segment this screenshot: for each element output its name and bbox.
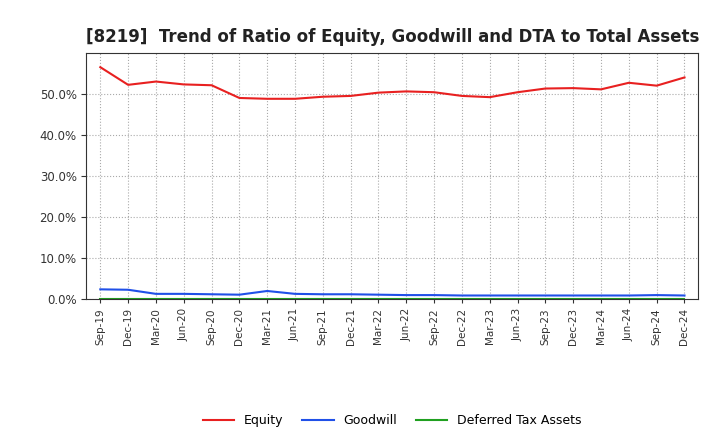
Deferred Tax Assets (485, 296, 494, 301)
Equity (96, 65, 104, 70)
Equity (541, 86, 550, 91)
Equity (513, 90, 522, 95)
Equity (624, 80, 633, 85)
Equity (207, 83, 216, 88)
Deferred Tax Assets (124, 296, 132, 301)
Legend: Equity, Goodwill, Deferred Tax Assets: Equity, Goodwill, Deferred Tax Assets (198, 409, 587, 432)
Deferred Tax Assets (346, 296, 355, 301)
Equity (263, 96, 271, 102)
Deferred Tax Assets (374, 296, 383, 301)
Deferred Tax Assets (96, 296, 104, 301)
Goodwill (96, 287, 104, 292)
Deferred Tax Assets (597, 296, 606, 301)
Deferred Tax Assets (541, 296, 550, 301)
Goodwill (179, 291, 188, 297)
Goodwill (458, 293, 467, 298)
Equity (179, 82, 188, 87)
Deferred Tax Assets (235, 296, 243, 301)
Equity (569, 85, 577, 91)
Deferred Tax Assets (513, 296, 522, 301)
Goodwill (402, 293, 410, 298)
Goodwill (485, 293, 494, 298)
Deferred Tax Assets (569, 296, 577, 301)
Equity (458, 93, 467, 99)
Deferred Tax Assets (458, 296, 467, 301)
Line: Equity: Equity (100, 67, 685, 99)
Deferred Tax Assets (263, 296, 271, 301)
Equity (485, 95, 494, 100)
Equity (597, 87, 606, 92)
Equity (680, 75, 689, 80)
Goodwill (680, 293, 689, 298)
Text: [8219]  Trend of Ratio of Equity, Goodwill and DTA to Total Assets: [8219] Trend of Ratio of Equity, Goodwil… (86, 28, 700, 46)
Goodwill (430, 293, 438, 298)
Deferred Tax Assets (402, 296, 410, 301)
Goodwill (569, 293, 577, 298)
Goodwill (346, 292, 355, 297)
Equity (374, 90, 383, 95)
Goodwill (541, 293, 550, 298)
Equity (124, 82, 132, 88)
Deferred Tax Assets (291, 296, 300, 301)
Goodwill (235, 292, 243, 297)
Deferred Tax Assets (430, 296, 438, 301)
Equity (430, 90, 438, 95)
Goodwill (597, 293, 606, 298)
Goodwill (152, 291, 161, 297)
Goodwill (318, 292, 327, 297)
Deferred Tax Assets (152, 296, 161, 301)
Goodwill (124, 287, 132, 293)
Goodwill (207, 292, 216, 297)
Deferred Tax Assets (179, 296, 188, 301)
Equity (152, 79, 161, 84)
Equity (235, 95, 243, 101)
Line: Goodwill: Goodwill (100, 290, 685, 296)
Equity (318, 94, 327, 99)
Goodwill (652, 293, 661, 298)
Deferred Tax Assets (624, 296, 633, 301)
Equity (652, 83, 661, 88)
Deferred Tax Assets (207, 296, 216, 301)
Goodwill (263, 288, 271, 293)
Equity (291, 96, 300, 102)
Equity (346, 93, 355, 99)
Goodwill (374, 292, 383, 297)
Deferred Tax Assets (318, 296, 327, 301)
Goodwill (513, 293, 522, 298)
Goodwill (624, 293, 633, 298)
Goodwill (291, 291, 300, 297)
Deferred Tax Assets (652, 296, 661, 301)
Equity (402, 89, 410, 94)
Deferred Tax Assets (680, 296, 689, 301)
